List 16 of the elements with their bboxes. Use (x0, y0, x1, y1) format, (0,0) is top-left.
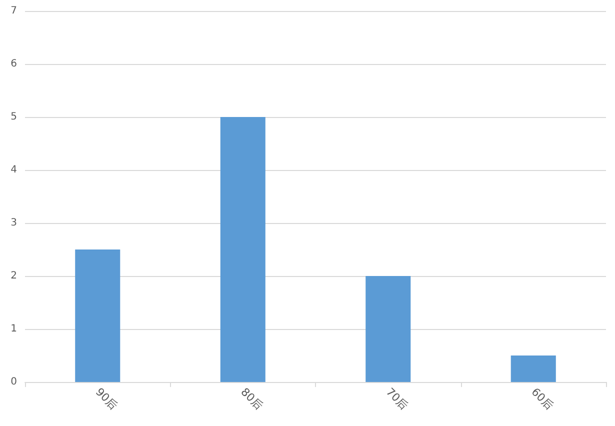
bar (220, 117, 266, 382)
x-tick-label: 80后 (238, 385, 266, 412)
x-tick-label: 90后 (93, 385, 120, 412)
y-tick-label: 6 (10, 58, 17, 70)
y-tick-label: 4 (10, 164, 17, 176)
bar (75, 250, 120, 382)
y-tick-label: 2 (10, 270, 17, 282)
y-tick-label: 1 (10, 324, 17, 334)
y-tick-label: 3 (10, 218, 17, 228)
y-tick-label: 7 (10, 6, 17, 16)
bar (510, 356, 556, 382)
y-tick-label: 5 (10, 112, 17, 122)
y-tick-label: 0 (10, 376, 17, 388)
bar (366, 276, 411, 382)
x-tick-label: 60后 (528, 385, 556, 412)
x-tick-label: 70后 (384, 385, 410, 412)
